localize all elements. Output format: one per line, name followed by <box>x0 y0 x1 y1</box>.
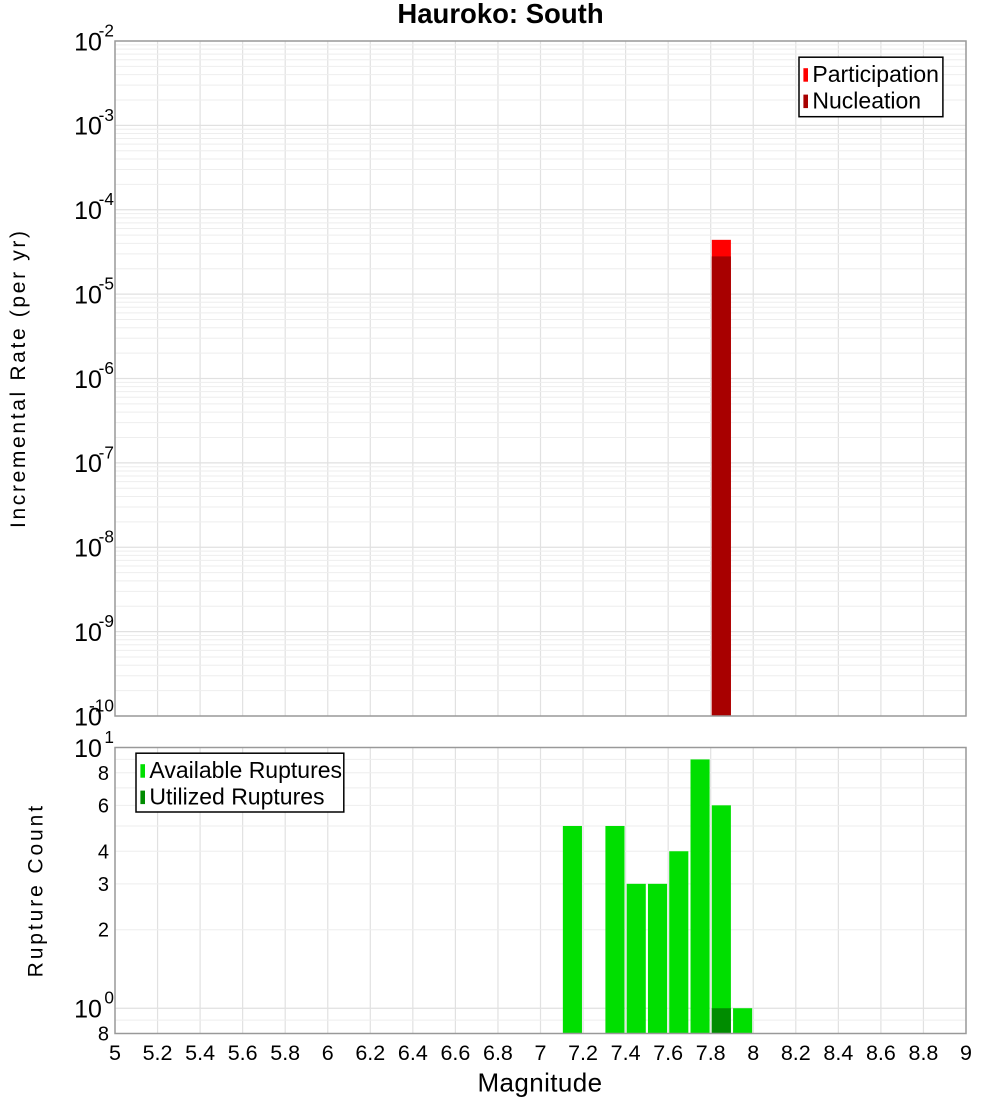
svg-text:10: 10 <box>74 996 102 1024</box>
svg-text:-6: -6 <box>99 358 114 378</box>
svg-text:8.4: 8.4 <box>823 1041 853 1065</box>
svg-text:-10: -10 <box>89 695 114 715</box>
svg-text:10: 10 <box>74 366 102 394</box>
svg-text:7.4: 7.4 <box>611 1041 641 1065</box>
svg-text:8: 8 <box>98 1024 109 1046</box>
svg-text:10: 10 <box>74 735 102 763</box>
svg-text:Incremental Rate (per yr): Incremental Rate (per yr) <box>7 228 30 528</box>
svg-text:5.4: 5.4 <box>185 1041 215 1065</box>
svg-text:-9: -9 <box>99 611 114 631</box>
svg-text:-7: -7 <box>99 442 114 462</box>
svg-text:5.2: 5.2 <box>143 1041 173 1065</box>
svg-text:6: 6 <box>322 1041 334 1065</box>
svg-text:10: 10 <box>74 281 102 309</box>
svg-text:10: 10 <box>74 197 102 225</box>
svg-text:-2: -2 <box>99 20 114 40</box>
svg-text:7.2: 7.2 <box>568 1041 598 1065</box>
svg-text:7.6: 7.6 <box>653 1041 683 1065</box>
svg-text:4: 4 <box>98 841 109 863</box>
svg-text:Participation: Participation <box>812 61 939 87</box>
svg-text:8: 8 <box>98 763 109 785</box>
svg-text:0: 0 <box>104 988 114 1008</box>
svg-text:8.2: 8.2 <box>781 1041 811 1065</box>
svg-text:10: 10 <box>74 619 102 647</box>
svg-text:6.8: 6.8 <box>483 1041 513 1065</box>
svg-text:10: 10 <box>74 113 102 141</box>
svg-text:-4: -4 <box>99 189 115 209</box>
svg-text:Available Ruptures: Available Ruptures <box>149 757 342 783</box>
svg-text:6.4: 6.4 <box>398 1041 428 1065</box>
svg-text:Hauroko: South: Hauroko: South <box>397 0 603 29</box>
svg-text:8: 8 <box>747 1041 759 1065</box>
svg-text:6.2: 6.2 <box>355 1041 385 1065</box>
svg-text:Utilized Ruptures: Utilized Ruptures <box>149 783 324 809</box>
svg-text:10: 10 <box>74 450 102 478</box>
svg-text:7: 7 <box>535 1041 547 1065</box>
svg-text:Rupture Count: Rupture Count <box>24 803 47 977</box>
svg-text:10: 10 <box>74 703 102 731</box>
svg-text:5.8: 5.8 <box>270 1041 300 1065</box>
svg-text:Nucleation: Nucleation <box>812 87 921 113</box>
svg-text:1: 1 <box>104 727 114 747</box>
svg-text:-8: -8 <box>99 527 114 547</box>
svg-text:Magnitude: Magnitude <box>477 1067 602 1097</box>
svg-text:7.8: 7.8 <box>696 1041 726 1065</box>
svg-text:-5: -5 <box>99 274 114 294</box>
svg-text:8.6: 8.6 <box>866 1041 896 1065</box>
svg-text:2: 2 <box>98 920 109 942</box>
svg-text:6.6: 6.6 <box>440 1041 470 1065</box>
svg-text:6: 6 <box>98 795 109 817</box>
svg-text:10: 10 <box>74 535 102 563</box>
svg-text:3: 3 <box>98 874 109 896</box>
svg-text:-3: -3 <box>99 105 114 125</box>
svg-text:9: 9 <box>960 1041 972 1065</box>
svg-text:10: 10 <box>74 28 102 56</box>
svg-text:8.8: 8.8 <box>909 1041 939 1065</box>
svg-text:5.6: 5.6 <box>228 1041 258 1065</box>
svg-text:5: 5 <box>109 1041 121 1065</box>
